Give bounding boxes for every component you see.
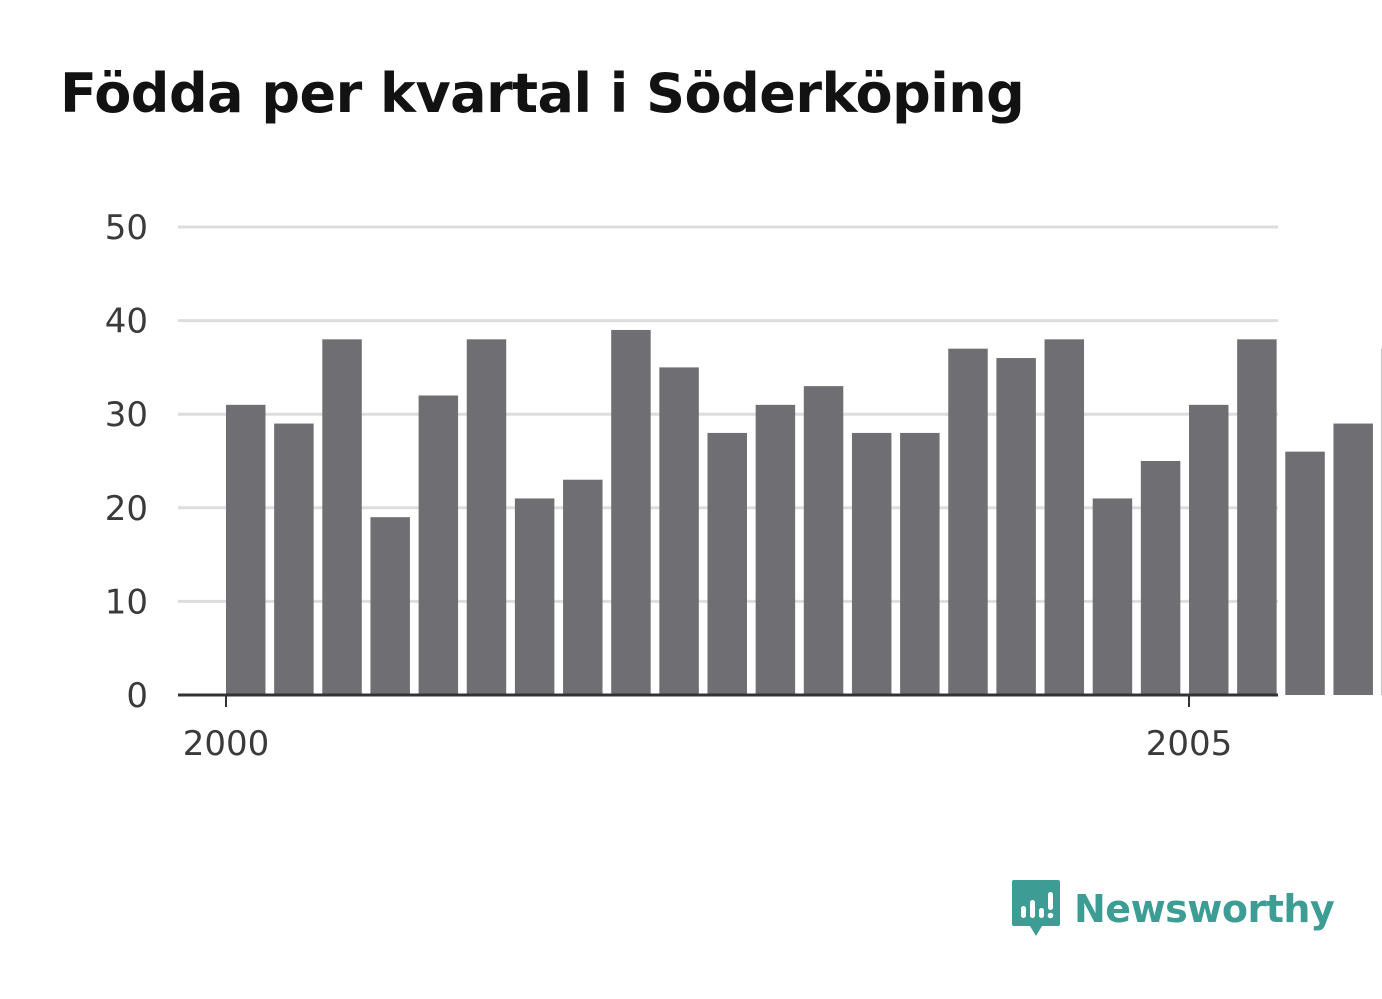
y-tick-label: 20 [105,489,148,529]
chart-title: Födda per kvartal i Söderköping [60,62,1025,125]
y-tick-label: 10 [105,582,148,622]
y-axis: 0 10 20 30 40 50 [105,208,148,716]
y-tick-label: 40 [105,302,148,342]
bar [707,432,747,695]
x-tick-label: 2000 [183,724,270,764]
bar [226,404,266,695]
bar [996,358,1036,695]
bar [418,395,459,695]
bar [274,423,314,695]
bar [851,432,892,695]
y-tick-label: 30 [105,395,148,435]
y-tick-label: 50 [105,208,148,248]
brand-name: Newsworthy [1074,887,1335,931]
bar [611,329,651,695]
bar [322,339,362,695]
bar [1333,423,1373,695]
bar [659,367,699,695]
bar [514,498,555,695]
bars [226,329,1382,695]
bar [755,404,796,695]
bar [466,339,507,695]
bar [370,517,410,695]
x-axis: 200020052010201520202025 [178,693,1278,764]
bar [1285,451,1325,695]
brand: Newsworthy [1010,878,1335,940]
bar [1237,339,1277,695]
bar [900,432,940,695]
bar [948,348,988,695]
bar [1092,498,1133,695]
bar [1140,461,1181,695]
x-tick-label: 2005 [1146,724,1233,764]
newsworthy-logo-icon [1012,880,1060,936]
bar [803,386,844,695]
bar [1189,404,1229,695]
bar [563,479,603,695]
bar [1044,339,1085,695]
y-tick-label: 0 [126,676,148,716]
